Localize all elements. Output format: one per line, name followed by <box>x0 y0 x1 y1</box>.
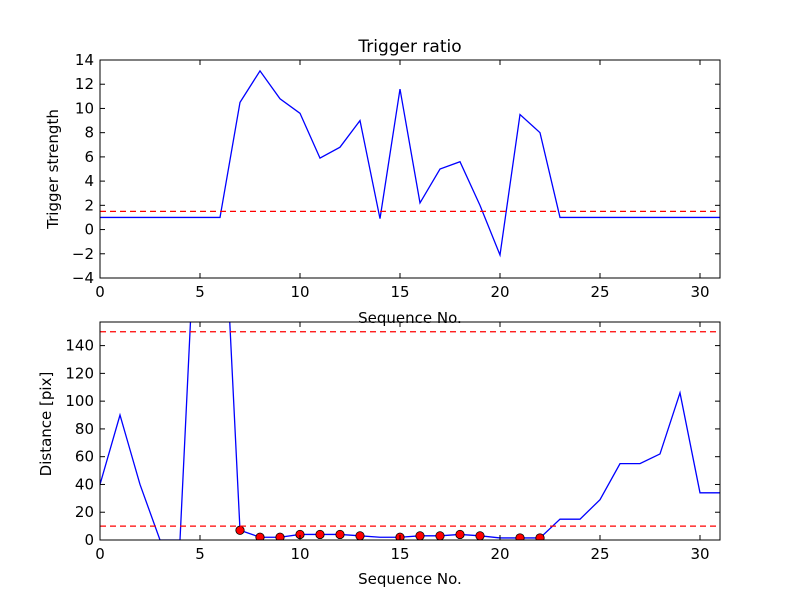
bottom-marker-point <box>275 532 285 540</box>
top-series-line-0 <box>100 69 720 258</box>
bottom-xtick-label: 20 <box>490 545 509 563</box>
top-chart-trigger-ratio: Trigger ratio Sequence No. Trigger stren… <box>44 37 721 327</box>
bottom-marker-point <box>435 531 445 540</box>
top-ytick-label: −4 <box>72 269 94 287</box>
bottom-ytick-label: 120 <box>65 364 94 382</box>
bottom-marker-point <box>355 531 365 540</box>
top-axes-frame <box>99 59 721 279</box>
top-ytick-label: 4 <box>84 172 94 190</box>
top-xtick-label: 15 <box>390 283 409 301</box>
bottom-ytick-label: 0 <box>84 531 94 549</box>
bottom-ytick-label: 140 <box>65 337 94 355</box>
top-ytick-label: 2 <box>84 196 94 214</box>
bottom-series-line-0 <box>100 322 720 540</box>
bottom-chart-distance: Sequence No. Distance [pix] 0 5 10 15 20 25 30… <box>37 321 721 588</box>
bottom-ytick-label: 40 <box>75 475 94 493</box>
top-xtick-label: 0 <box>95 283 105 301</box>
bottom-marker-point <box>475 531 485 540</box>
bottom-ytick-label: 80 <box>75 420 94 438</box>
top-ytick-label: 0 <box>84 221 94 239</box>
bottom-marker-point <box>235 525 245 535</box>
bottom-xtick-label: 0 <box>95 545 105 563</box>
bottom-marker-point <box>335 529 345 540</box>
bottom-xtick-label: 5 <box>195 545 205 563</box>
top-ytick-label: 12 <box>75 75 94 93</box>
top-chart-ylabel: Trigger strength <box>44 109 62 230</box>
bottom-ytick-label: 20 <box>75 503 94 521</box>
bottom-ytick-label: 100 <box>65 392 94 410</box>
top-xtick-label: 30 <box>690 283 709 301</box>
top-ytick-label: 14 <box>75 51 94 69</box>
bottom-axes-frame <box>99 321 721 541</box>
top-plot-area <box>100 69 720 258</box>
top-xtick-label: 25 <box>590 283 609 301</box>
bottom-marker-point <box>255 532 265 540</box>
bottom-marker-point <box>455 529 465 540</box>
bottom-ytick-label: 60 <box>75 448 94 466</box>
top-xtick-label: 5 <box>195 283 205 301</box>
bottom-xtick-label: 15 <box>390 545 409 563</box>
top-chart-title: Trigger ratio <box>357 37 461 57</box>
bottom-xtick-label: 25 <box>590 545 609 563</box>
bottom-marker-point <box>535 533 545 540</box>
top-ytick-label: 10 <box>75 99 94 117</box>
bottom-chart-xlabel: Sequence No. <box>358 570 462 588</box>
bottom-marker-point <box>415 531 425 540</box>
bottom-xtick-label: 30 <box>690 545 709 563</box>
bottom-xtick-label: 10 <box>290 545 309 563</box>
top-chart-xlabel: Sequence No. <box>358 309 462 327</box>
top-ytick-label: 6 <box>84 148 94 166</box>
bottom-marker-point <box>315 529 325 540</box>
bottom-marker-point <box>515 533 525 540</box>
top-ytick-label: 8 <box>84 124 94 142</box>
bottom-plot-area <box>100 322 720 540</box>
top-xtick-label: 10 <box>290 283 309 301</box>
top-ytick-label: −2 <box>72 245 94 263</box>
bottom-chart-ylabel: Distance [pix] <box>37 372 55 477</box>
top-xtick-label: 20 <box>490 283 509 301</box>
